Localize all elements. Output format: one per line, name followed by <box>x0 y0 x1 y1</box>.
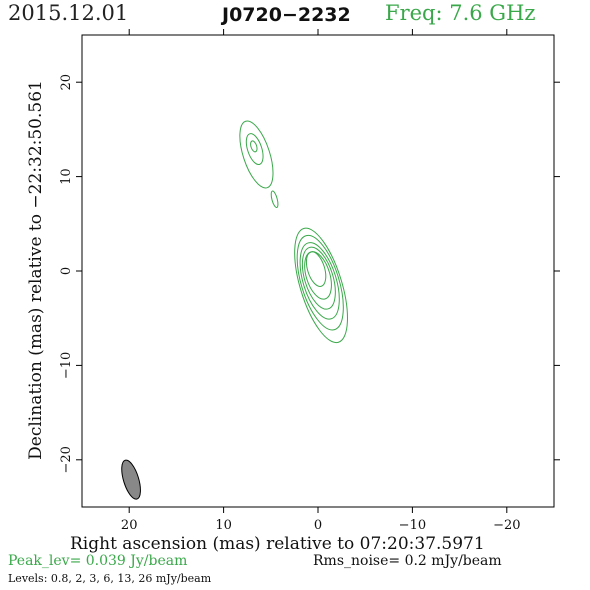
contour-core <box>299 242 340 320</box>
contour-jet-blob <box>270 190 279 208</box>
y-tick-label: 0 <box>59 267 74 275</box>
date-label: 2015.12.01 <box>8 1 129 25</box>
y-tick-label: 20 <box>59 74 74 91</box>
x-axis-label: Right ascension (mas) relative to 07:20:… <box>70 534 485 554</box>
beam-ellipse <box>121 459 141 500</box>
x-tick-label: 10 <box>215 518 232 533</box>
contour-lines <box>239 120 348 344</box>
frequency-label: Freq: 7.6 GHz <box>385 1 536 25</box>
y-tick-label: 10 <box>59 168 74 185</box>
contour-core <box>304 251 332 300</box>
contour-core <box>294 227 348 344</box>
beam-ellipse-group <box>121 459 141 500</box>
x-tick-label: 20 <box>121 518 138 533</box>
contour-core <box>296 234 344 331</box>
contour-core <box>301 246 336 310</box>
contour-jet-knot <box>245 133 264 166</box>
contour-jet-knot <box>250 140 258 153</box>
peak-level: Peak_lev= 0.039 Jy/beam <box>8 553 188 569</box>
source-name: J0720−2232 <box>222 4 351 26</box>
plot-frame <box>81 34 555 508</box>
axis-ticks: 20 10 0 −10 −20 −20 −10 0 10 20 <box>59 29 560 533</box>
contour-jet-knot <box>239 120 274 189</box>
y-tick-label: −20 <box>59 446 74 473</box>
x-tick-label: 0 <box>314 518 322 533</box>
contour-levels: Levels: 0.8, 2, 3, 6, 13, 26 mJy/beam <box>8 572 212 585</box>
rms-noise: Rms_noise= 0.2 mJy/beam <box>313 553 502 569</box>
y-tick-label: −10 <box>59 352 74 379</box>
y-axis-label: Declination (mas) relative to −22:32:50.… <box>26 80 46 460</box>
x-tick-label: −10 <box>399 518 426 533</box>
x-tick-label: −20 <box>493 518 520 533</box>
